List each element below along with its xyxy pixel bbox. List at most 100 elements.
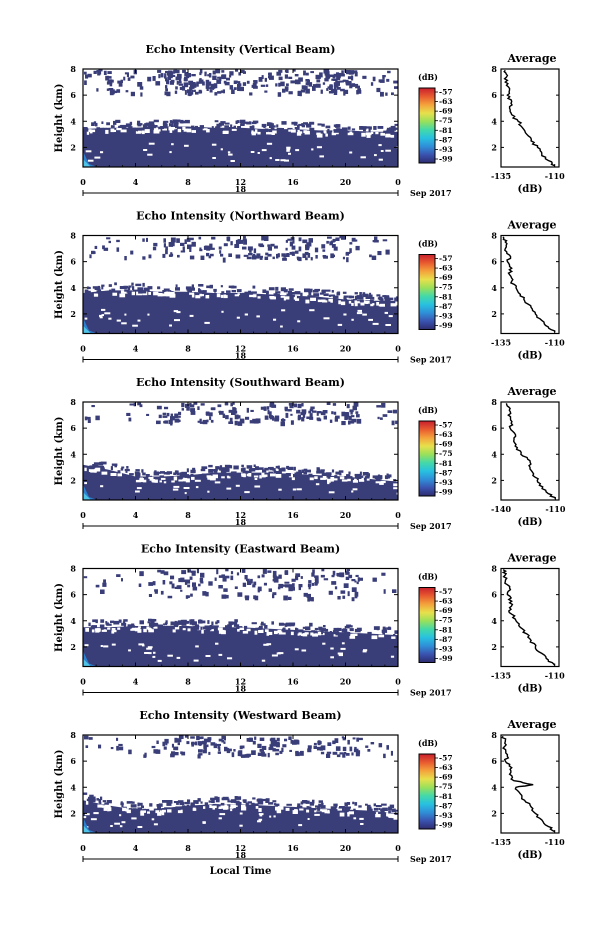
echo-speck [296,471,303,475]
echo-hole [244,313,248,316]
upper-echo [348,81,352,86]
echo-speck [101,471,108,475]
upper-echo [358,577,363,581]
echo-speck [169,291,175,295]
echo-speck [317,299,323,303]
upper-echo [336,572,341,577]
colorbar-tick-label: -57 [439,88,453,97]
upper-echo [232,407,236,412]
upper-echo [336,754,341,758]
echo-speck [290,631,294,636]
echo-speck [88,622,91,627]
upper-echo [199,72,202,76]
upper-echo [287,409,292,412]
x-axis-label: Local Time [210,866,272,877]
upper-echo [106,88,110,91]
echo-speck [129,625,136,628]
upper-echo [273,573,276,578]
upper-echo [302,239,308,244]
upper-echo [176,238,180,243]
echo-speck [331,132,336,136]
colorbar-tick-label: -57 [439,754,453,763]
echo-speck [242,470,248,473]
upper-echo [223,588,228,592]
upper-echo [327,742,332,746]
profile-y-tick-label: 8 [491,397,497,407]
echo-speck [208,464,213,468]
upper-echo [236,241,241,244]
echo-speck [210,805,217,809]
upper-echo [283,595,288,601]
upper-echo [239,753,242,757]
upper-echo [199,743,202,746]
x-tick-label: 0 [80,843,86,853]
upper-echo [342,753,346,758]
y-tick-label: 4 [70,616,76,626]
echo-speck [262,798,268,802]
echo-speck [381,803,387,806]
echo-speck [103,629,107,632]
upper-echo [216,743,221,746]
echo-speck [212,474,218,479]
profile-y-tick-label: 2 [491,642,497,652]
profile-frame [500,734,560,834]
echo-speck [145,474,150,477]
echo-speck [380,132,385,136]
echo-speck [147,621,151,624]
echo-speck [107,627,111,630]
upper-echo [174,90,178,94]
echo-speck [85,628,89,632]
echo-speck [153,291,159,296]
upper-echo [200,581,204,584]
upper-echo [385,92,388,96]
colorbar-unit: (dB) [418,572,438,582]
upper-echo [277,92,282,97]
upper-echo [259,737,265,741]
echo-speck [84,289,89,294]
echo-speck [258,629,264,633]
upper-echo [107,71,112,74]
upper-echo [253,253,256,257]
echo-hole [218,653,223,656]
echo-speck [212,803,217,807]
upper-echo [242,82,247,86]
echo-speck [215,466,220,470]
echo-speck [317,468,321,471]
upper-echo [142,238,145,242]
echo-hole [189,314,194,317]
upper-echo [297,79,301,85]
echo-speck [135,479,142,483]
upper-echo [142,256,146,260]
upper-echo [250,578,253,584]
upper-echo [350,410,353,415]
upper-echo [351,597,355,602]
x-tick-label: 20 [340,177,352,187]
echo-speck [394,630,398,634]
echo-speck [340,301,346,306]
echo-hole [137,319,141,322]
upper-echo [236,415,241,419]
upper-echo [166,72,172,76]
upper-echo [300,576,303,579]
upper-echo [288,91,293,95]
echo-speck [288,129,291,132]
upper-echo [182,69,186,73]
echo-hole [167,654,173,657]
echo-hole [286,149,290,152]
echo-hole [138,643,145,646]
y-tick-label: 6 [70,756,76,766]
echo-speck [190,802,195,806]
echo-speck [89,794,94,798]
echo-hole [211,143,217,146]
echo-speck [308,291,312,296]
upper-echo [162,253,166,258]
upper-echo [177,254,180,258]
echo-hole [315,483,320,486]
upper-echo [138,583,142,587]
echo-hole [273,318,277,321]
echo-speck [294,809,298,813]
echo-speck [231,285,235,289]
upper-echo [269,75,274,80]
x-tick-label: 8 [185,344,191,354]
echo-speck [382,626,386,631]
